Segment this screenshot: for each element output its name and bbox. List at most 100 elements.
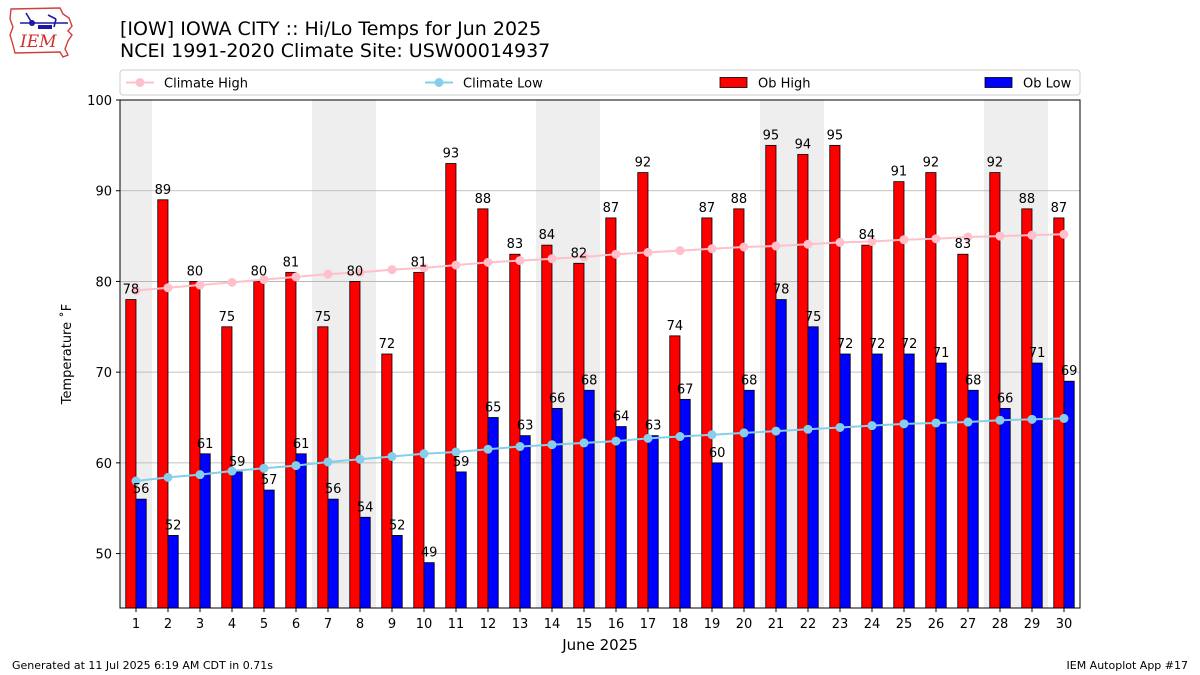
ob-high-label: 80	[187, 264, 204, 279]
climate-low-point	[1027, 414, 1037, 424]
climate-high-point	[771, 241, 781, 251]
climate-high-point	[259, 275, 269, 285]
y-axis-label: Temperature ˚F	[59, 304, 75, 405]
y-tick-label: 80	[95, 275, 112, 290]
x-tick-label: 10	[416, 617, 433, 632]
climate-low-point	[803, 424, 813, 434]
x-tick-label: 30	[1056, 617, 1073, 632]
ob-low-bar	[903, 353, 915, 609]
climate-low-point	[515, 442, 525, 452]
ob-low-label: 64	[613, 410, 630, 425]
x-tick-label: 13	[512, 617, 529, 632]
climate-low-point	[867, 421, 877, 431]
y-tick-label: 90	[95, 185, 112, 200]
climate-low-point	[675, 432, 685, 442]
climate-high-point	[163, 283, 173, 293]
ob-high-label: 81	[411, 255, 428, 270]
ob-high-bar	[765, 144, 777, 609]
climate-high-point	[707, 244, 717, 254]
climate-low-point	[835, 422, 845, 432]
legend-box	[119, 69, 1081, 96]
ob-low-bar	[359, 516, 371, 609]
ob-high-bar	[1021, 208, 1033, 609]
climate-high-point	[1059, 229, 1069, 239]
ob-low-label: 71	[933, 346, 950, 361]
x-tick-label: 18	[672, 617, 689, 632]
ob-high-label: 81	[283, 255, 300, 270]
ob-high-label: 83	[507, 237, 524, 252]
ob-high-bar	[1053, 217, 1065, 609]
x-tick-label: 8	[356, 617, 364, 632]
x-tick-label: 23	[832, 617, 849, 632]
climate-high-point	[675, 246, 685, 256]
climate-lines	[131, 229, 1069, 486]
ob-low-bar	[871, 353, 883, 609]
ob-high-label: 74	[667, 319, 684, 334]
ob-low-bar	[679, 398, 691, 609]
ob-high-label: 82	[571, 246, 588, 261]
x-tick-label: 25	[896, 617, 913, 632]
ob-high-label: 88	[475, 192, 492, 207]
ob-low-bar	[839, 353, 851, 609]
ob-low-label: 67	[677, 382, 694, 397]
ob-high-bar	[349, 281, 361, 609]
climate-high-point	[611, 249, 621, 259]
climate-high-point	[291, 272, 301, 282]
climate-low-point	[259, 463, 269, 473]
ob-low-bar	[551, 408, 563, 609]
ob-high-label: 92	[987, 156, 1004, 171]
ob-low-bar	[263, 489, 275, 609]
app-credit: IEM Autoplot App #17	[1066, 659, 1189, 672]
x-tick-label: 5	[260, 617, 268, 632]
x-tick-label: 27	[960, 617, 977, 632]
climate-high-point	[835, 237, 845, 247]
climate-high-point	[931, 234, 941, 244]
ob-low-label: 60	[709, 446, 726, 461]
ob-high-label: 87	[1051, 201, 1068, 216]
ob-low-label: 56	[133, 482, 150, 497]
climate-high-point	[131, 286, 141, 295]
ob-low-bar	[295, 453, 307, 609]
climate-high-point	[419, 263, 429, 273]
ob-low-legend-swatch	[984, 77, 1013, 88]
ob-low-bar	[455, 471, 467, 609]
ob-low-label: 57	[261, 473, 278, 488]
ob-low-bar	[615, 426, 627, 609]
x-tick-label: 12	[480, 617, 497, 632]
climate-low-point	[483, 444, 493, 454]
iem-logo: IEM	[8, 5, 80, 59]
ob-high-bar	[669, 335, 681, 609]
climate-low-point	[739, 428, 749, 438]
ob-high-legend-label: Ob High	[758, 77, 811, 92]
climate-high-line	[135, 233, 1065, 292]
climate-low-point	[131, 476, 141, 486]
ob-low-label: 63	[645, 419, 662, 434]
ob-high-label: 87	[699, 201, 716, 216]
ob-high-bar	[701, 217, 713, 609]
logo-label: IEM	[19, 32, 57, 52]
ob-high-label: 92	[923, 156, 940, 171]
ob-high-label: 84	[859, 228, 876, 243]
x-tick-label: 20	[736, 617, 753, 632]
ob-high-bar	[957, 253, 969, 609]
climate-low-legend-label: Climate Low	[463, 77, 543, 92]
climate-high-point	[195, 280, 205, 290]
ob-low-bar	[327, 498, 339, 609]
climate-high-point	[739, 242, 749, 252]
ob-low-label: 49	[421, 546, 438, 561]
x-tick-label: 1	[132, 617, 140, 632]
y-tick-label: 100	[87, 94, 112, 109]
ob-high-label: 83	[955, 237, 972, 252]
ob-low-label: 75	[805, 310, 822, 325]
x-tick-label: 21	[768, 617, 785, 632]
ob-low-label: 52	[165, 518, 182, 533]
ob-low-label: 72	[869, 337, 886, 352]
climate-low-point	[963, 417, 973, 427]
climate-low-point	[387, 452, 397, 462]
bars	[125, 144, 1075, 609]
x-tick-label: 9	[388, 617, 396, 632]
x-tick-label: 3	[196, 617, 204, 632]
climate-high-point	[1027, 230, 1037, 240]
ob-high-label: 84	[539, 228, 556, 243]
